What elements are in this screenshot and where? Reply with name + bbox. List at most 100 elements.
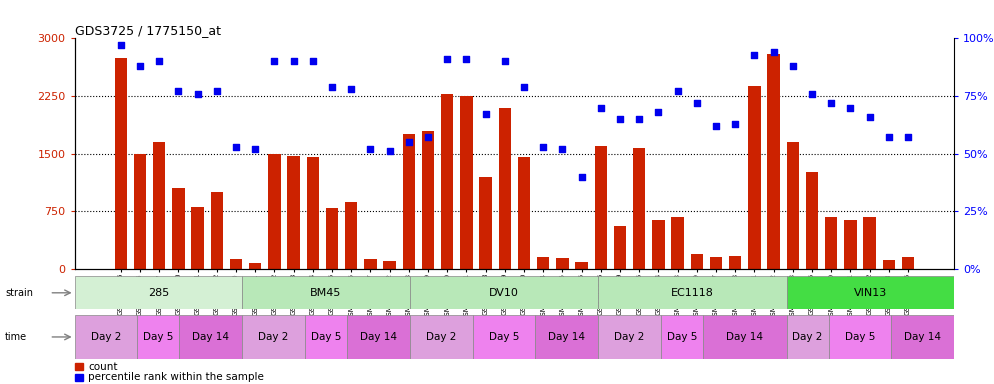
Bar bbox=[172, 188, 185, 269]
Bar bbox=[767, 54, 780, 269]
Bar bbox=[786, 142, 799, 269]
Text: percentile rank within the sample: percentile rank within the sample bbox=[88, 372, 264, 382]
Bar bbox=[137, 315, 179, 359]
Point bbox=[670, 88, 686, 94]
Bar bbox=[364, 259, 377, 269]
Bar bbox=[883, 260, 895, 269]
Point bbox=[190, 91, 206, 97]
Bar bbox=[268, 154, 280, 269]
Bar bbox=[248, 263, 261, 269]
Bar bbox=[345, 202, 358, 269]
Bar bbox=[902, 257, 914, 269]
Bar bbox=[441, 94, 453, 269]
Point bbox=[631, 116, 647, 122]
Bar bbox=[594, 146, 607, 269]
Point bbox=[555, 146, 571, 152]
Text: Day 14: Day 14 bbox=[360, 332, 397, 342]
Point bbox=[209, 88, 225, 94]
Bar bbox=[536, 315, 598, 359]
Text: Day 2: Day 2 bbox=[90, 332, 121, 342]
Bar bbox=[633, 148, 645, 269]
Point bbox=[285, 58, 301, 65]
Point bbox=[535, 144, 551, 150]
Bar bbox=[613, 226, 626, 269]
Bar bbox=[326, 208, 338, 269]
Bar bbox=[410, 315, 472, 359]
Text: time: time bbox=[5, 332, 27, 342]
Text: Day 5: Day 5 bbox=[667, 332, 697, 342]
Text: Day 5: Day 5 bbox=[311, 332, 341, 342]
Bar bbox=[179, 315, 243, 359]
Bar bbox=[243, 315, 305, 359]
Bar bbox=[825, 217, 838, 269]
Bar bbox=[153, 142, 165, 269]
Point bbox=[728, 121, 744, 127]
Point bbox=[689, 100, 705, 106]
Bar bbox=[472, 315, 536, 359]
Bar bbox=[806, 172, 818, 269]
Text: EC1118: EC1118 bbox=[671, 288, 714, 298]
Point bbox=[132, 63, 148, 69]
Bar bbox=[75, 276, 243, 309]
Point bbox=[574, 174, 589, 180]
Text: Day 14: Day 14 bbox=[727, 332, 763, 342]
Text: Day 5: Day 5 bbox=[845, 332, 875, 342]
Point bbox=[228, 144, 244, 150]
Point bbox=[401, 139, 416, 145]
Bar bbox=[518, 157, 530, 269]
Point bbox=[804, 91, 820, 97]
Bar bbox=[306, 157, 319, 269]
Point bbox=[305, 58, 321, 65]
Point bbox=[324, 84, 340, 90]
Bar bbox=[786, 315, 829, 359]
Bar bbox=[230, 259, 243, 269]
Point bbox=[862, 114, 878, 120]
Text: 285: 285 bbox=[148, 288, 169, 298]
Point bbox=[113, 42, 129, 48]
Point bbox=[497, 58, 513, 65]
Bar bbox=[598, 276, 786, 309]
Bar bbox=[844, 220, 857, 269]
Bar bbox=[652, 220, 665, 269]
Bar bbox=[537, 257, 550, 269]
Bar bbox=[598, 315, 661, 359]
Point bbox=[650, 109, 666, 115]
Text: BM45: BM45 bbox=[310, 288, 342, 298]
Bar bbox=[75, 363, 83, 371]
Bar bbox=[499, 108, 511, 269]
Text: Day 14: Day 14 bbox=[905, 332, 941, 342]
Text: strain: strain bbox=[5, 288, 33, 298]
Point bbox=[592, 104, 608, 111]
Bar bbox=[710, 257, 723, 269]
Text: Day 2: Day 2 bbox=[258, 332, 288, 342]
Text: count: count bbox=[88, 362, 118, 372]
Bar bbox=[729, 256, 742, 269]
Bar bbox=[75, 315, 137, 359]
Bar bbox=[287, 156, 300, 269]
Point bbox=[478, 111, 494, 118]
Bar bbox=[557, 258, 569, 269]
Point bbox=[823, 100, 839, 106]
Bar bbox=[114, 58, 127, 269]
Point bbox=[843, 104, 859, 111]
Point bbox=[765, 49, 781, 55]
Point bbox=[746, 51, 762, 58]
Text: Day 14: Day 14 bbox=[192, 332, 230, 342]
Text: VIN13: VIN13 bbox=[854, 288, 887, 298]
Bar bbox=[892, 315, 954, 359]
Bar bbox=[421, 131, 434, 269]
Bar bbox=[384, 261, 396, 269]
Bar bbox=[211, 192, 223, 269]
Bar bbox=[748, 86, 760, 269]
Bar bbox=[305, 315, 347, 359]
Point bbox=[248, 146, 263, 152]
Point bbox=[881, 134, 897, 141]
Point bbox=[612, 116, 628, 122]
Point bbox=[382, 148, 398, 154]
Bar bbox=[75, 374, 83, 381]
Point bbox=[708, 123, 724, 129]
Point bbox=[420, 134, 436, 141]
Bar bbox=[403, 134, 415, 269]
Text: Day 2: Day 2 bbox=[792, 332, 823, 342]
Point bbox=[900, 134, 915, 141]
